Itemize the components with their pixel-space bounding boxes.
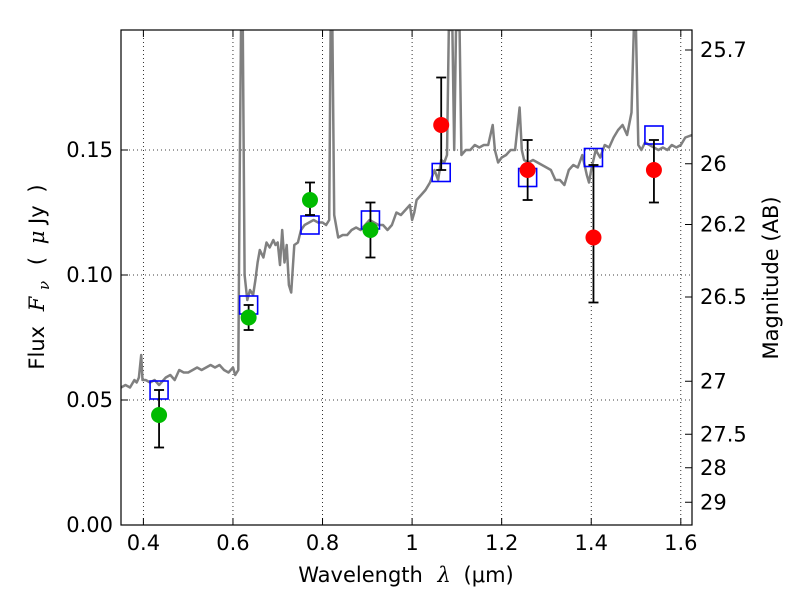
x-axis-symbol: λ: [437, 563, 451, 587]
grid: [121, 30, 692, 526]
right-axis-title: Magnitude (AB): [759, 196, 783, 359]
x-tick-label: 0.8: [306, 531, 339, 555]
y-axis-unit-close: ): [25, 184, 49, 192]
magnitude-tick-label: 28: [700, 456, 727, 480]
x-tick-label: 1.6: [664, 531, 697, 555]
photometry-point: [645, 162, 662, 178]
x-tick-label: 0.6: [216, 531, 249, 555]
spectrum-line: [121, 30, 692, 389]
y-axis-symbol: F: [25, 295, 49, 312]
plot-area: [121, 30, 692, 449]
x-tick-label: 1.4: [575, 531, 608, 555]
magnitude-tick-label: 25.7: [700, 38, 747, 62]
y-axis-unit-open: (: [25, 257, 49, 265]
y-tick-label: 0.15: [66, 138, 113, 162]
y-tick-label: 0.10: [66, 263, 113, 287]
y-axis-unit: Jy: [25, 205, 49, 226]
photometry-point: [585, 229, 602, 246]
magnitude-tick-label: 26.5: [700, 285, 747, 309]
y-tick-label: 0.00: [66, 513, 113, 537]
y-axis-label: Flux: [25, 326, 49, 370]
x-axis-unit: (μm): [464, 563, 514, 587]
magnitude-tick-label: 26.2: [700, 213, 747, 237]
x-axis-title: Wavelength λ (μm): [298, 563, 513, 587]
y-axis-symbol-subscript: ν: [35, 281, 53, 290]
axis-ticks: 0.4 0.6 0.8 1 1.2 1.4 1.6 0.00 0.05 0.10 0.15 25.7 2…: [66, 30, 747, 555]
magnitude-tick-label: 27: [700, 369, 727, 393]
model-square-marker: [300, 215, 320, 235]
y-tick-label: 0.05: [66, 388, 113, 412]
photometry-point: [301, 192, 318, 208]
magnitude-tick-label: 27.5: [700, 422, 747, 446]
photometry-point: [240, 309, 257, 326]
photometry-point: [362, 222, 379, 238]
magnitude-tick-label: 26: [700, 152, 727, 176]
photometry-point: [151, 407, 168, 423]
photometry-point: [519, 162, 536, 178]
x-tick-label: 0.4: [127, 531, 160, 555]
y-axis-title: Flux F ν ( μ Jy ): [25, 184, 54, 369]
plot-frame: [120, 29, 693, 526]
magnitude-tick-label: 29: [700, 490, 727, 514]
x-tick-label: 1.2: [485, 531, 518, 555]
axes-frame: [120, 29, 693, 526]
y-axis-unit-mu: μ: [25, 231, 49, 245]
photometry-point: [433, 117, 450, 133]
x-tick-label: 1: [405, 531, 418, 555]
x-axis-label: Wavelength: [298, 563, 423, 587]
